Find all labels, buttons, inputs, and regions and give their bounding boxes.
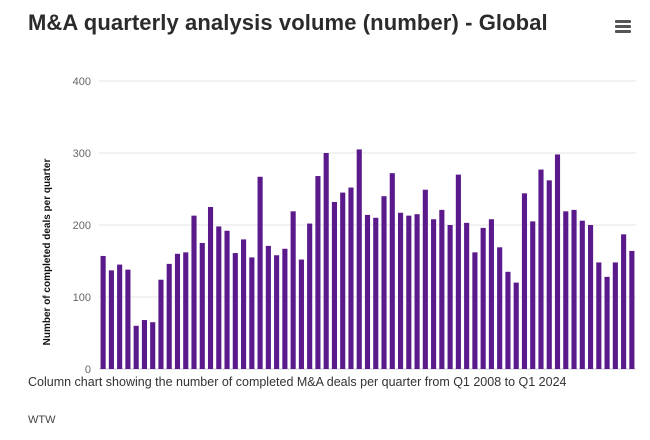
bar-q3-2018[interactable]: Q3 2018: 200: [447, 225, 453, 369]
bar-q1-2023[interactable]: Q1 2023: 148: [596, 262, 602, 369]
bar-q2-2009[interactable]: Q2 2009: 68: [141, 320, 147, 369]
bar-q4-2009[interactable]: Q4 2009: 124: [158, 279, 164, 369]
bar-q1-2021[interactable]: Q1 2021: 205: [530, 221, 536, 369]
bar-q3-2010[interactable]: Q3 2010: 162: [183, 252, 189, 369]
bar-q1-2010[interactable]: Q1 2010: 146: [166, 263, 172, 369]
bar-q1-2012[interactable]: Q1 2012: 161: [232, 253, 238, 369]
bar-q1-2009[interactable]: Q1 2009: 60: [133, 325, 139, 369]
bar-q4-2019[interactable]: Q4 2019: 208: [488, 219, 494, 369]
page-title: M&A quarterly analysis volume (number) -…: [28, 10, 548, 35]
bar-q1-2015[interactable]: Q1 2015: 232: [331, 201, 338, 369]
bar-q4-2010[interactable]: Q4 2010: 213: [191, 215, 197, 369]
bar-q4-2016[interactable]: Q4 2016: 272: [389, 173, 395, 369]
bar-q2-2022[interactable]: Q2 2022: 221: [571, 209, 577, 369]
bar-q4-2013[interactable]: Q4 2013: 219: [290, 211, 296, 369]
menu-line: [615, 20, 631, 23]
y-tick-label: 300: [73, 148, 91, 160]
bar-q4-2023[interactable]: Q4 2023: 187: [621, 234, 627, 369]
menu-line: [615, 30, 631, 33]
bar-q1-2016[interactable]: Q1 2016: 214: [364, 214, 371, 369]
bar-q4-2017[interactable]: Q4 2017: 249: [422, 189, 428, 369]
y-axis-ticks: 0 100 200 300 400: [73, 76, 91, 376]
bar-q3-2017[interactable]: Q3 2017: 215: [414, 214, 420, 369]
bar-q2-2018[interactable]: Q2 2018: 221: [439, 209, 445, 369]
y-tick-label: 400: [73, 76, 91, 88]
bar-q4-2011[interactable]: Q4 2011: 192: [224, 230, 230, 369]
bar-q1-2014[interactable]: Q1 2014: 152: [298, 259, 304, 369]
bar-q3-2023[interactable]: Q3 2023: 148: [612, 262, 618, 369]
bar-q4-2018[interactable]: Q4 2018: 270: [455, 174, 461, 369]
bar-q2-2023[interactable]: Q2 2023: 128: [604, 276, 610, 369]
bar-q1-2024[interactable]: Q1 2024: 164: [629, 250, 635, 369]
bar-q3-2012[interactable]: Q3 2012: 155: [249, 257, 255, 369]
bar-q4-2015[interactable]: Q4 2015: 305: [356, 149, 362, 369]
y-tick-label: 0: [85, 364, 91, 375]
bar-q4-2020[interactable]: Q4 2020: 244: [521, 193, 528, 369]
bar-q2-2015[interactable]: Q2 2015: 245: [340, 192, 346, 369]
bar-q4-2008[interactable]: Q4 2008: 138: [125, 269, 131, 369]
bar-q2-2020[interactable]: Q2 2020: 135: [505, 271, 511, 369]
bar-q3-2021[interactable]: Q3 2021: 262: [546, 180, 552, 369]
bar-q1-2013[interactable]: Q1 2013: 171: [265, 245, 271, 369]
bar-q1-2018[interactable]: Q1 2018: 208: [431, 219, 437, 369]
bar-q2-2016[interactable]: Q2 2016: 210: [373, 217, 379, 369]
bar-q3-2019[interactable]: Q3 2019: 196: [480, 227, 486, 369]
y-tick-label: 100: [73, 292, 91, 304]
bar-q2-2012[interactable]: Q2 2012: 180: [241, 239, 247, 369]
source-credit: WTW: [28, 414, 56, 426]
bar-q2-2021[interactable]: Q2 2021: 277: [538, 169, 544, 369]
bar-q3-2011[interactable]: Q3 2011: 198: [216, 226, 222, 369]
bar-q4-2014[interactable]: Q4 2014: 300: [323, 153, 329, 369]
bar-q1-2019[interactable]: Q1 2019: 203: [464, 222, 470, 369]
bar-q3-2020[interactable]: Q3 2020: 120: [513, 282, 519, 369]
bar-q1-2008[interactable]: Q1 2008: 157: [100, 255, 106, 369]
bars: Q1 2008: 157Q2 2008: 137Q3 2008: 145Q4 2…: [100, 149, 635, 369]
bar-q1-2017[interactable]: Q1 2017: 217: [397, 212, 404, 369]
y-axis-label: Number of completed deals per quarter: [42, 159, 53, 346]
bar-q3-2013[interactable]: Q3 2013: 167: [282, 248, 288, 369]
bar-q3-2009[interactable]: Q3 2009: 65: [150, 322, 156, 369]
bar-q3-2022[interactable]: Q3 2022: 206: [579, 220, 585, 369]
bar-q1-2020[interactable]: Q1 2020: 169: [497, 247, 503, 369]
bar-q1-2022[interactable]: Q1 2022: 219: [563, 211, 569, 369]
menu-line: [615, 25, 631, 28]
bar-q2-2019[interactable]: Q2 2019: 162: [472, 252, 478, 369]
hamburger-menu-icon[interactable]: [612, 18, 634, 38]
bar-q3-2008[interactable]: Q3 2008: 145: [117, 264, 123, 369]
bar-q3-2014[interactable]: Q3 2014: 268: [315, 176, 321, 369]
bar-q4-2021[interactable]: Q4 2021: 298: [554, 154, 561, 369]
bar-q2-2008[interactable]: Q2 2008: 137: [108, 270, 114, 369]
bar-q4-2012[interactable]: Q4 2012: 267: [257, 176, 263, 369]
bar-q2-2017[interactable]: Q2 2017: 213: [406, 215, 412, 369]
y-tick-label: 200: [73, 220, 91, 232]
chart-caption: Column chart showing the number of compl…: [28, 375, 567, 389]
bar-q2-2010[interactable]: Q2 2010: 160: [174, 253, 181, 369]
bar-q3-2016[interactable]: Q3 2016: 240: [381, 196, 387, 369]
bar-q2-2013[interactable]: Q2 2013: 158: [274, 255, 280, 369]
bar-q3-2015[interactable]: Q3 2015: 252: [348, 187, 354, 369]
bar-q2-2014[interactable]: Q2 2014: 202: [307, 223, 313, 369]
bar-q2-2011[interactable]: Q2 2011: 225: [207, 207, 214, 369]
bar-q4-2022[interactable]: Q4 2022: 200: [588, 225, 594, 369]
bar-q1-2011[interactable]: Q1 2011: 175: [199, 243, 205, 369]
